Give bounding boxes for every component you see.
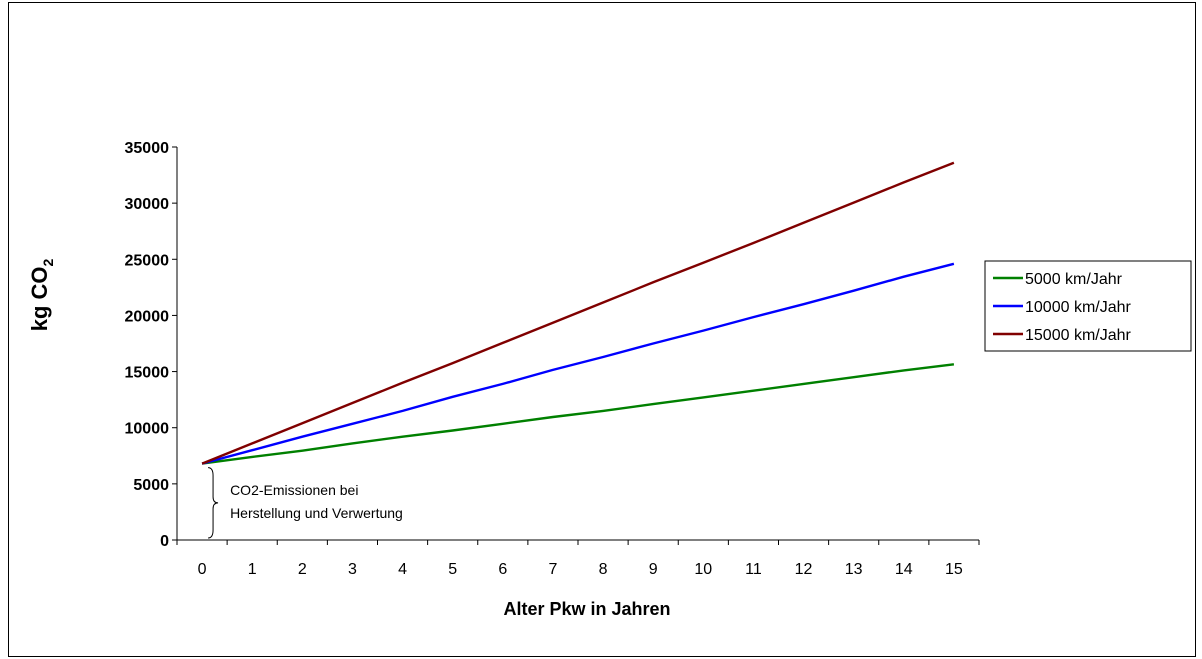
x-tick-label: 13 [845,561,863,578]
y-tick-label: 20000 [125,308,170,325]
x-tick-label: 1 [248,561,257,578]
legend-label: 5000 km/Jahr [1025,271,1123,288]
y-tick-label: 35000 [125,140,170,157]
x-tick-label: 11 [745,561,762,578]
x-tick-label: 7 [548,561,557,578]
x-tick-label: 4 [398,561,407,578]
x-tick-label: 12 [795,561,813,578]
x-tick-label: 6 [498,561,507,578]
y-axis-title: kg CO2 [27,259,56,332]
y-axis-title-main: kg CO [27,267,52,332]
y-axis-title-sub: 2 [40,259,56,267]
svg-text:kg CO2: kg CO2 [27,259,56,332]
x-tick-label: 2 [298,561,307,578]
y-tick-label: 0 [160,533,169,550]
x-tick-label: 8 [599,561,608,578]
y-tick-label: 15000 [125,365,170,382]
series-line [201,363,955,465]
x-tick-label: 5 [448,561,457,578]
x-tick-label: 10 [694,561,712,578]
legend: 5000 km/Jahr 10000 km/Jahr 15000 km/Jahr [984,260,1192,352]
x-tick-label: 3 [348,561,357,578]
x-tick-label: 0 [198,561,207,578]
x-axis-title: Alter Pkw in Jahren [503,599,670,619]
y-tick-label: 5000 [133,477,169,494]
annotation-brace [208,467,219,539]
y-tick-label: 30000 [125,196,170,213]
chart-frame: kg CO2 Alter Pkw in Jahren 0 5000 10000 150… [8,2,1196,657]
y-tick-label: 25000 [125,252,170,269]
annotation-text: CO2-Emissionen bei [230,482,358,498]
series-line [201,262,955,465]
x-tick-label: 9 [649,561,658,578]
legend-label: 10000 km/Jahr [1025,299,1132,316]
line-chart: kg CO2 Alter Pkw in Jahren 0500010000150… [27,140,1192,619]
legend-label: 15000 km/Jahr [1025,327,1132,344]
y-tick-label: 10000 [125,421,170,438]
annotation-text: Herstellung und Verwertung [230,505,403,521]
series-line [201,161,955,465]
x-tick-label: 14 [895,561,913,578]
x-tick-label: 15 [945,561,963,578]
